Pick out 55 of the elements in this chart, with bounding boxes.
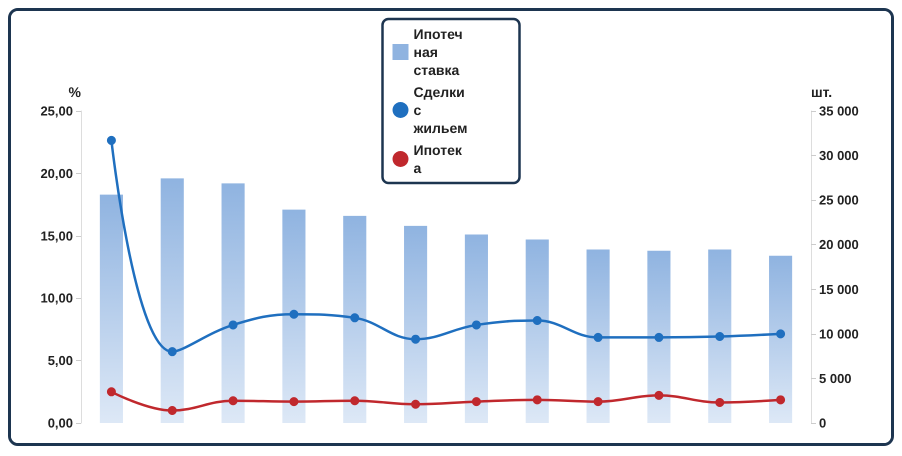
- bar: [647, 250, 670, 423]
- bar: [404, 226, 428, 423]
- point: [594, 397, 603, 406]
- point: [654, 332, 664, 342]
- point: [654, 390, 664, 400]
- bar: [586, 250, 610, 423]
- point: [776, 329, 786, 338]
- point: [168, 347, 177, 356]
- point: [532, 395, 542, 404]
- point: [228, 320, 238, 330]
- y2-tick-label: 0: [819, 416, 826, 430]
- y-tick-label: 0,00: [48, 416, 73, 430]
- y2-axis-title: шт.: [811, 84, 832, 100]
- point: [350, 313, 360, 322]
- y-tick-label: 25,00: [40, 104, 73, 118]
- y-tick-label: 5,00: [48, 353, 73, 368]
- point: [411, 400, 420, 409]
- bar: [708, 250, 732, 423]
- bar: [160, 178, 184, 423]
- y-tick-label: 10,00: [40, 290, 73, 306]
- bar: [100, 194, 123, 423]
- y2-tick-label: 35 000: [819, 104, 859, 118]
- point: [411, 334, 420, 344]
- point: [472, 320, 481, 330]
- bar: [343, 216, 366, 423]
- point: [289, 397, 298, 406]
- y2-tick-label: 10 000: [819, 326, 859, 342]
- point: [106, 136, 116, 145]
- y2-tick-label: 5 000: [819, 370, 852, 386]
- legend-label: Сделки с жильем: [412, 84, 469, 136]
- y2-tick-label: 30 000: [819, 148, 859, 164]
- point: [715, 332, 724, 342]
- point: [228, 396, 238, 406]
- point: [594, 332, 603, 342]
- bar: [526, 240, 549, 423]
- y2-tick-label: 15 000: [819, 282, 859, 297]
- point: [532, 316, 542, 325]
- point: [289, 310, 298, 319]
- y2-tick-label: 20 000: [819, 237, 859, 252]
- point: [106, 387, 116, 396]
- bar: [464, 234, 488, 423]
- legend-label: Ипотека: [414, 142, 463, 176]
- legend-label: Ипотечная ставка: [414, 26, 463, 78]
- point: [472, 397, 481, 406]
- point: [715, 398, 724, 407]
- bar: [282, 210, 306, 423]
- y-tick-label: 15,00: [40, 228, 73, 244]
- bar: [769, 256, 792, 423]
- y-tick-label: 20,00: [40, 166, 73, 181]
- y-axis-title: %: [68, 84, 82, 100]
- point: [168, 406, 177, 416]
- bar: [222, 183, 245, 423]
- point: [350, 396, 360, 406]
- point: [776, 395, 786, 404]
- y2-tick-label: 25 000: [819, 192, 859, 208]
